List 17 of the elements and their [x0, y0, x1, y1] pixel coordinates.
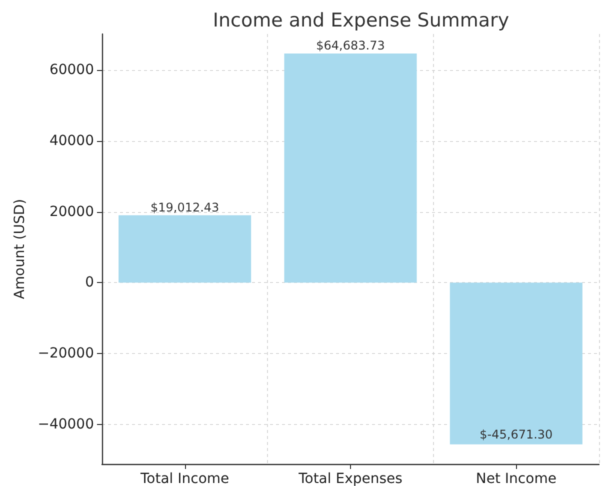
- y-tick-label: 60000: [49, 62, 94, 78]
- bar: [284, 54, 417, 283]
- y-tick-label: 40000: [49, 132, 94, 149]
- y-tick-label: −40000: [38, 416, 94, 432]
- x-tick-label: Total Income: [139, 471, 230, 486]
- y-tick-label: −20000: [38, 345, 94, 362]
- data-label: $64,683.73: [316, 38, 385, 53]
- data-label: $-45,671.30: [480, 427, 553, 442]
- y-tick-label: 0: [85, 274, 94, 291]
- x-tick-label: Net Income: [476, 471, 556, 486]
- data-label: $19,012.43: [150, 200, 220, 214]
- bar: [118, 215, 252, 283]
- x-tick-label: Total Expenses: [298, 471, 402, 486]
- bar: [450, 282, 582, 444]
- y-axis-title: Amount (USD): [12, 198, 28, 300]
- chart-title: Income and Expense Summary: [212, 10, 510, 32]
- y-tick-label: 20000: [49, 204, 94, 220]
